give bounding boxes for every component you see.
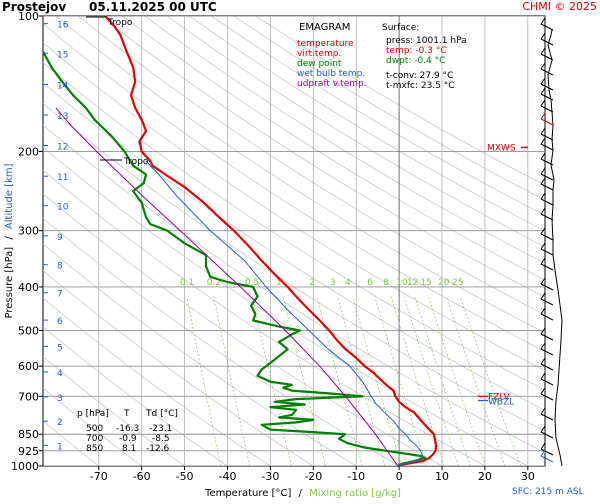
pressure-tick-label: 500 <box>18 325 39 338</box>
temperature-tick-label: 0 <box>396 470 403 483</box>
temperature-tick-label: 10 <box>435 470 449 483</box>
temperature-tick-label: 30 <box>521 470 535 483</box>
table-row-p: 500 <box>86 424 103 434</box>
mixing-ratio-label: 12 <box>407 278 418 288</box>
table-row-t: -0.9 <box>119 434 137 444</box>
wbzl-label: WBZL <box>488 397 514 407</box>
level-table: p [hPa] T Td [°C] 500 -16.3 -23.1 700 -0… <box>77 409 178 454</box>
table-row-p: 700 <box>86 434 103 444</box>
surface-dwpt: dwpt: -0.4 °C <box>386 56 445 66</box>
ylabel-pressure: Pressure [hPa] <box>4 247 15 319</box>
altitude-tick-label: 12 <box>57 143 68 153</box>
pressure-tick-label: 925 <box>18 445 39 458</box>
altitude-tick-label: 11 <box>57 173 68 183</box>
pressure-tick-label: 400 <box>18 281 39 294</box>
mixing-ratio-label: 15 <box>420 278 431 288</box>
pressure-tick-label: 200 <box>18 145 39 158</box>
sounding-datetime: 05.11.2025 00 UTC <box>89 0 217 14</box>
legend-updraft: udpraft v.temp. <box>297 79 367 89</box>
mixing-ratio-label: 3 <box>330 278 336 288</box>
altitude-tick-label: 13 <box>57 112 68 122</box>
legend-temperature: temperature <box>297 39 354 49</box>
pressure-tick-label: 700 <box>18 390 39 403</box>
surface-title: Surface: <box>382 23 419 33</box>
temperature-tick-label: -40 <box>219 470 237 483</box>
altitude-tick-label: 5 <box>57 343 63 353</box>
altitude-tick-label: 16 <box>57 21 69 31</box>
altitude-tick-label: 6 <box>57 317 63 327</box>
table-row-p: 850 <box>86 444 103 454</box>
mixing-ratio-label: 25 <box>452 278 463 288</box>
mixing-ratio-label: 20 <box>438 278 450 288</box>
pressure-tick-label: 600 <box>18 360 39 373</box>
altitude-tick-label: 7 <box>57 290 63 300</box>
table-row-t: -16.3 <box>116 424 139 434</box>
xlabel-mixing-ratio: Mixing ratio [g/kg] <box>309 488 401 499</box>
legend-title: EMAGRAM <box>299 22 350 33</box>
altitude-tick-label: 14 <box>57 82 69 92</box>
mixing-ratio-label: 0.1 <box>180 278 194 288</box>
legend-wet-bulb: wet bulb temp. <box>297 69 365 79</box>
temperature-tick-label: -10 <box>347 470 365 483</box>
altitude-tick-label: 1 <box>57 442 63 452</box>
mixing-ratio-label: 6 <box>367 278 373 288</box>
ylabel-altitude: Altitude [km] <box>4 163 15 229</box>
temperature-tick-label: -50 <box>176 470 194 483</box>
table-row-t: 8.1 <box>122 444 136 454</box>
legend-dew-point: dew point <box>297 59 342 69</box>
tropo-mid-label: Tropo <box>123 157 149 167</box>
altitude-tick-label: 4 <box>57 369 63 379</box>
table-row-td: -8.5 <box>152 434 170 444</box>
temperature-tick-label: -70 <box>90 470 108 483</box>
credit-text: CHMI © 2025 <box>522 0 597 13</box>
table-header-p: p [hPa] <box>77 409 109 419</box>
svg-text:Temperature [°C] /: Temperature [°C] / Mixing ratio [g/kg] <box>204 488 401 499</box>
table-header-t: T <box>123 409 130 419</box>
table-row-td: -12.6 <box>146 444 170 454</box>
pressure-tick-label: 100 <box>18 10 39 23</box>
mixing-ratio-label: 4 <box>345 278 351 288</box>
temperature-tick-label: 20 <box>478 470 492 483</box>
legend-virt-temp: virt.temp. <box>297 49 341 59</box>
altitude-tick-label: 2 <box>57 418 63 428</box>
x-axis-title: Temperature [°C] / Mixing ratio [g/kg] <box>204 488 401 499</box>
xlabel-separator: / <box>299 488 303 499</box>
table-row-td: -23.1 <box>149 424 172 434</box>
temperature-tick-label: -20 <box>304 470 322 483</box>
altitude-tick-label: 10 <box>57 203 69 213</box>
temperature-tick-label: -60 <box>133 470 151 483</box>
svg-text:Pressure [hPa] /: Pressure [hPa] / Altitude [km] <box>4 163 15 318</box>
surface-press: press: 1001.1 hPa <box>386 36 467 46</box>
wind-profile-line <box>548 30 562 466</box>
tropo-top-label: Tropo <box>107 18 133 28</box>
xlabel-temperature: Temperature [°C] <box>204 488 291 499</box>
table-header-td: Td [°C] <box>145 409 178 419</box>
mixing-ratio-label: 2 <box>309 278 315 288</box>
pressure-tick-label: 1000 <box>11 460 39 473</box>
pressure-tick-label: 300 <box>18 225 39 238</box>
mxws-label: MXWS <box>487 143 516 153</box>
altitude-tick-label: 9 <box>57 233 63 243</box>
altitude-tick-label: 15 <box>57 50 68 60</box>
surface-tconv: t-conv: 27.9 °C <box>386 71 453 81</box>
temperature-tick-label: -30 <box>261 470 279 483</box>
pressure-tick-label: 850 <box>18 428 39 441</box>
y-axis-title: Pressure [hPa] / Altitude [km] <box>4 163 15 318</box>
altitude-tick-label: 8 <box>57 262 63 272</box>
ylabel-separator: / <box>4 236 15 240</box>
mixing-ratio-label: 8 <box>383 278 389 288</box>
surface-tmxfc: t-mxfc: 23.5 °C <box>386 81 455 91</box>
surface-elevation: SFC: 215 m ASL <box>512 487 584 497</box>
surface-temp: temp: -0.3 °C <box>386 46 447 56</box>
altitude-tick-label: 3 <box>57 394 63 404</box>
